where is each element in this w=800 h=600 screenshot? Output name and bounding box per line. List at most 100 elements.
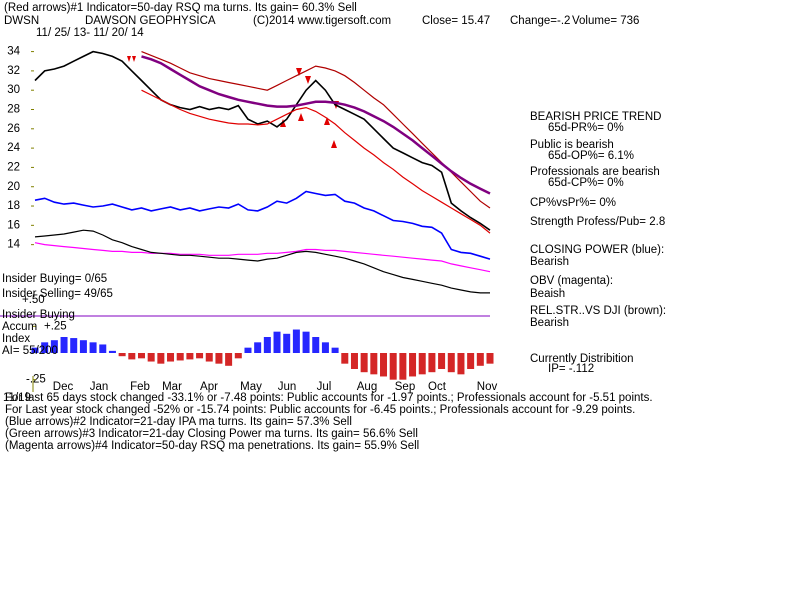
accum-bar (118, 353, 126, 357)
change: Change=-.2 (510, 15, 570, 27)
accum-bar (467, 353, 475, 369)
series-line (34, 190, 491, 260)
accum-bar (409, 353, 417, 377)
accum-bar (215, 353, 223, 364)
accum-bar (50, 340, 58, 353)
arrow (331, 140, 337, 148)
left-note: Insider Buying (2, 309, 75, 321)
series-line (141, 51, 491, 209)
accum-bar (292, 329, 300, 353)
right-note: Currently Distribition (530, 353, 634, 365)
arrow (324, 117, 330, 125)
accum-bar (331, 347, 339, 353)
series-line (141, 55, 491, 195)
x-tick-label: Sep (395, 381, 415, 393)
x-tick-label: Apr (200, 381, 218, 393)
accum-bar (350, 353, 358, 369)
accum-bar (196, 353, 204, 359)
volume: Volume= 736 (572, 15, 639, 27)
right-note: Bearish (530, 256, 569, 268)
subtitle: (Red arrows)#1 Indicator=50-day RSQ ma t… (4, 2, 357, 14)
series-line (141, 89, 491, 234)
accum-bar (302, 331, 310, 353)
y-tick-label: 28 (7, 104, 20, 116)
x-tick-label: Oct (428, 381, 447, 393)
left-note: AI= 55/200 (2, 345, 58, 357)
accum-bar (447, 353, 455, 373)
series-line (34, 229, 490, 294)
date-range: 11/ 25/ 13- 11/ 20/ 14 (36, 27, 144, 39)
accum-bar (341, 353, 349, 364)
y-tick-label: 32 (7, 65, 20, 77)
accum-bar (176, 353, 184, 361)
accum-bar (428, 353, 436, 373)
x-tick-label: Aug (357, 381, 377, 393)
accum-bar (312, 337, 320, 353)
y-tick-label: 14 (7, 239, 20, 251)
accum-bar (476, 353, 484, 366)
accum-bar (137, 353, 145, 359)
accum-bar (457, 353, 465, 375)
accum-bar (128, 353, 136, 360)
accum-bar (225, 353, 233, 366)
accum-bar (389, 353, 397, 380)
chart-title: DAWSON GEOPHYSICA (85, 15, 216, 27)
close: Close= 15.47 (422, 15, 490, 27)
right-note: Beaish (530, 288, 565, 300)
accum-bar (321, 342, 329, 353)
right-note: REL.STR..VS DJI (brown): (530, 305, 666, 317)
series-line (34, 50, 491, 231)
y-tick-label: 26 (7, 123, 20, 135)
y-tick-label: 22 (7, 161, 20, 173)
arrow (305, 76, 311, 84)
x-tick-label: Feb (130, 381, 150, 393)
right-note: CLOSING POWER (blue): (530, 244, 664, 256)
accum-bar (157, 353, 165, 364)
accum-bar (79, 340, 87, 353)
bottom-note: For last 65 days stock changed -33.1% or… (5, 392, 653, 404)
y-tick-label: 20 (7, 181, 20, 193)
accum-bar (418, 353, 426, 375)
right-note: IP= -.112 (548, 363, 594, 375)
accum-bar (380, 353, 388, 377)
copyright: (C)2014 www.tigersoft.com (253, 15, 391, 27)
x-tick-label: Jun (278, 381, 297, 393)
bottom-date: 11/19 (3, 392, 31, 404)
x-tick-label: Dec (53, 381, 74, 393)
accum-bar (186, 353, 194, 360)
right-note: 65d-CP%= 0% (548, 177, 624, 189)
right-note: OBV (magenta): (530, 275, 613, 287)
arrow (296, 68, 302, 76)
accum-bar (283, 333, 291, 353)
y-tick-label: 34 (7, 46, 20, 58)
accum-bar (147, 353, 155, 362)
right-note: BEARISH PRICE TREND (530, 111, 661, 123)
right-note: Strength Profess/Pub= 2.8 (530, 216, 665, 228)
bottom-note: For Last year stock changed -52% or -15.… (5, 404, 635, 416)
x-tick-label: May (240, 381, 262, 393)
y-tick-label: 18 (7, 200, 20, 212)
bottom-note: (Blue arrows)#2 Indicator=21-day IPA ma … (5, 416, 352, 428)
right-note: Bearish (530, 317, 569, 329)
x-tick-label: Mar (162, 381, 182, 393)
accum-bar (273, 331, 281, 353)
right-note: 65d-OP%= 6.1% (548, 150, 634, 162)
series-line (34, 242, 491, 273)
ticker: DWSN (4, 15, 39, 27)
left-note: Insider Selling= 49/65 (2, 288, 113, 300)
left-note: Insider Buying= 0/65 (2, 273, 107, 285)
accum-bar (70, 338, 78, 353)
accum-bar (60, 337, 68, 353)
x-tick-label: Nov (477, 381, 498, 393)
y-tick-label: 24 (7, 142, 20, 154)
accum-bar (31, 347, 39, 353)
accum-bar (399, 353, 407, 380)
accum-bar (205, 353, 213, 362)
left-note: +.50 (22, 294, 45, 306)
accum-bar (360, 353, 368, 373)
bottom-note: (Green arrows)#3 Indicator=21-day Closin… (5, 428, 418, 440)
y-tick-label: 16 (7, 219, 20, 231)
accum-bar (438, 353, 446, 369)
